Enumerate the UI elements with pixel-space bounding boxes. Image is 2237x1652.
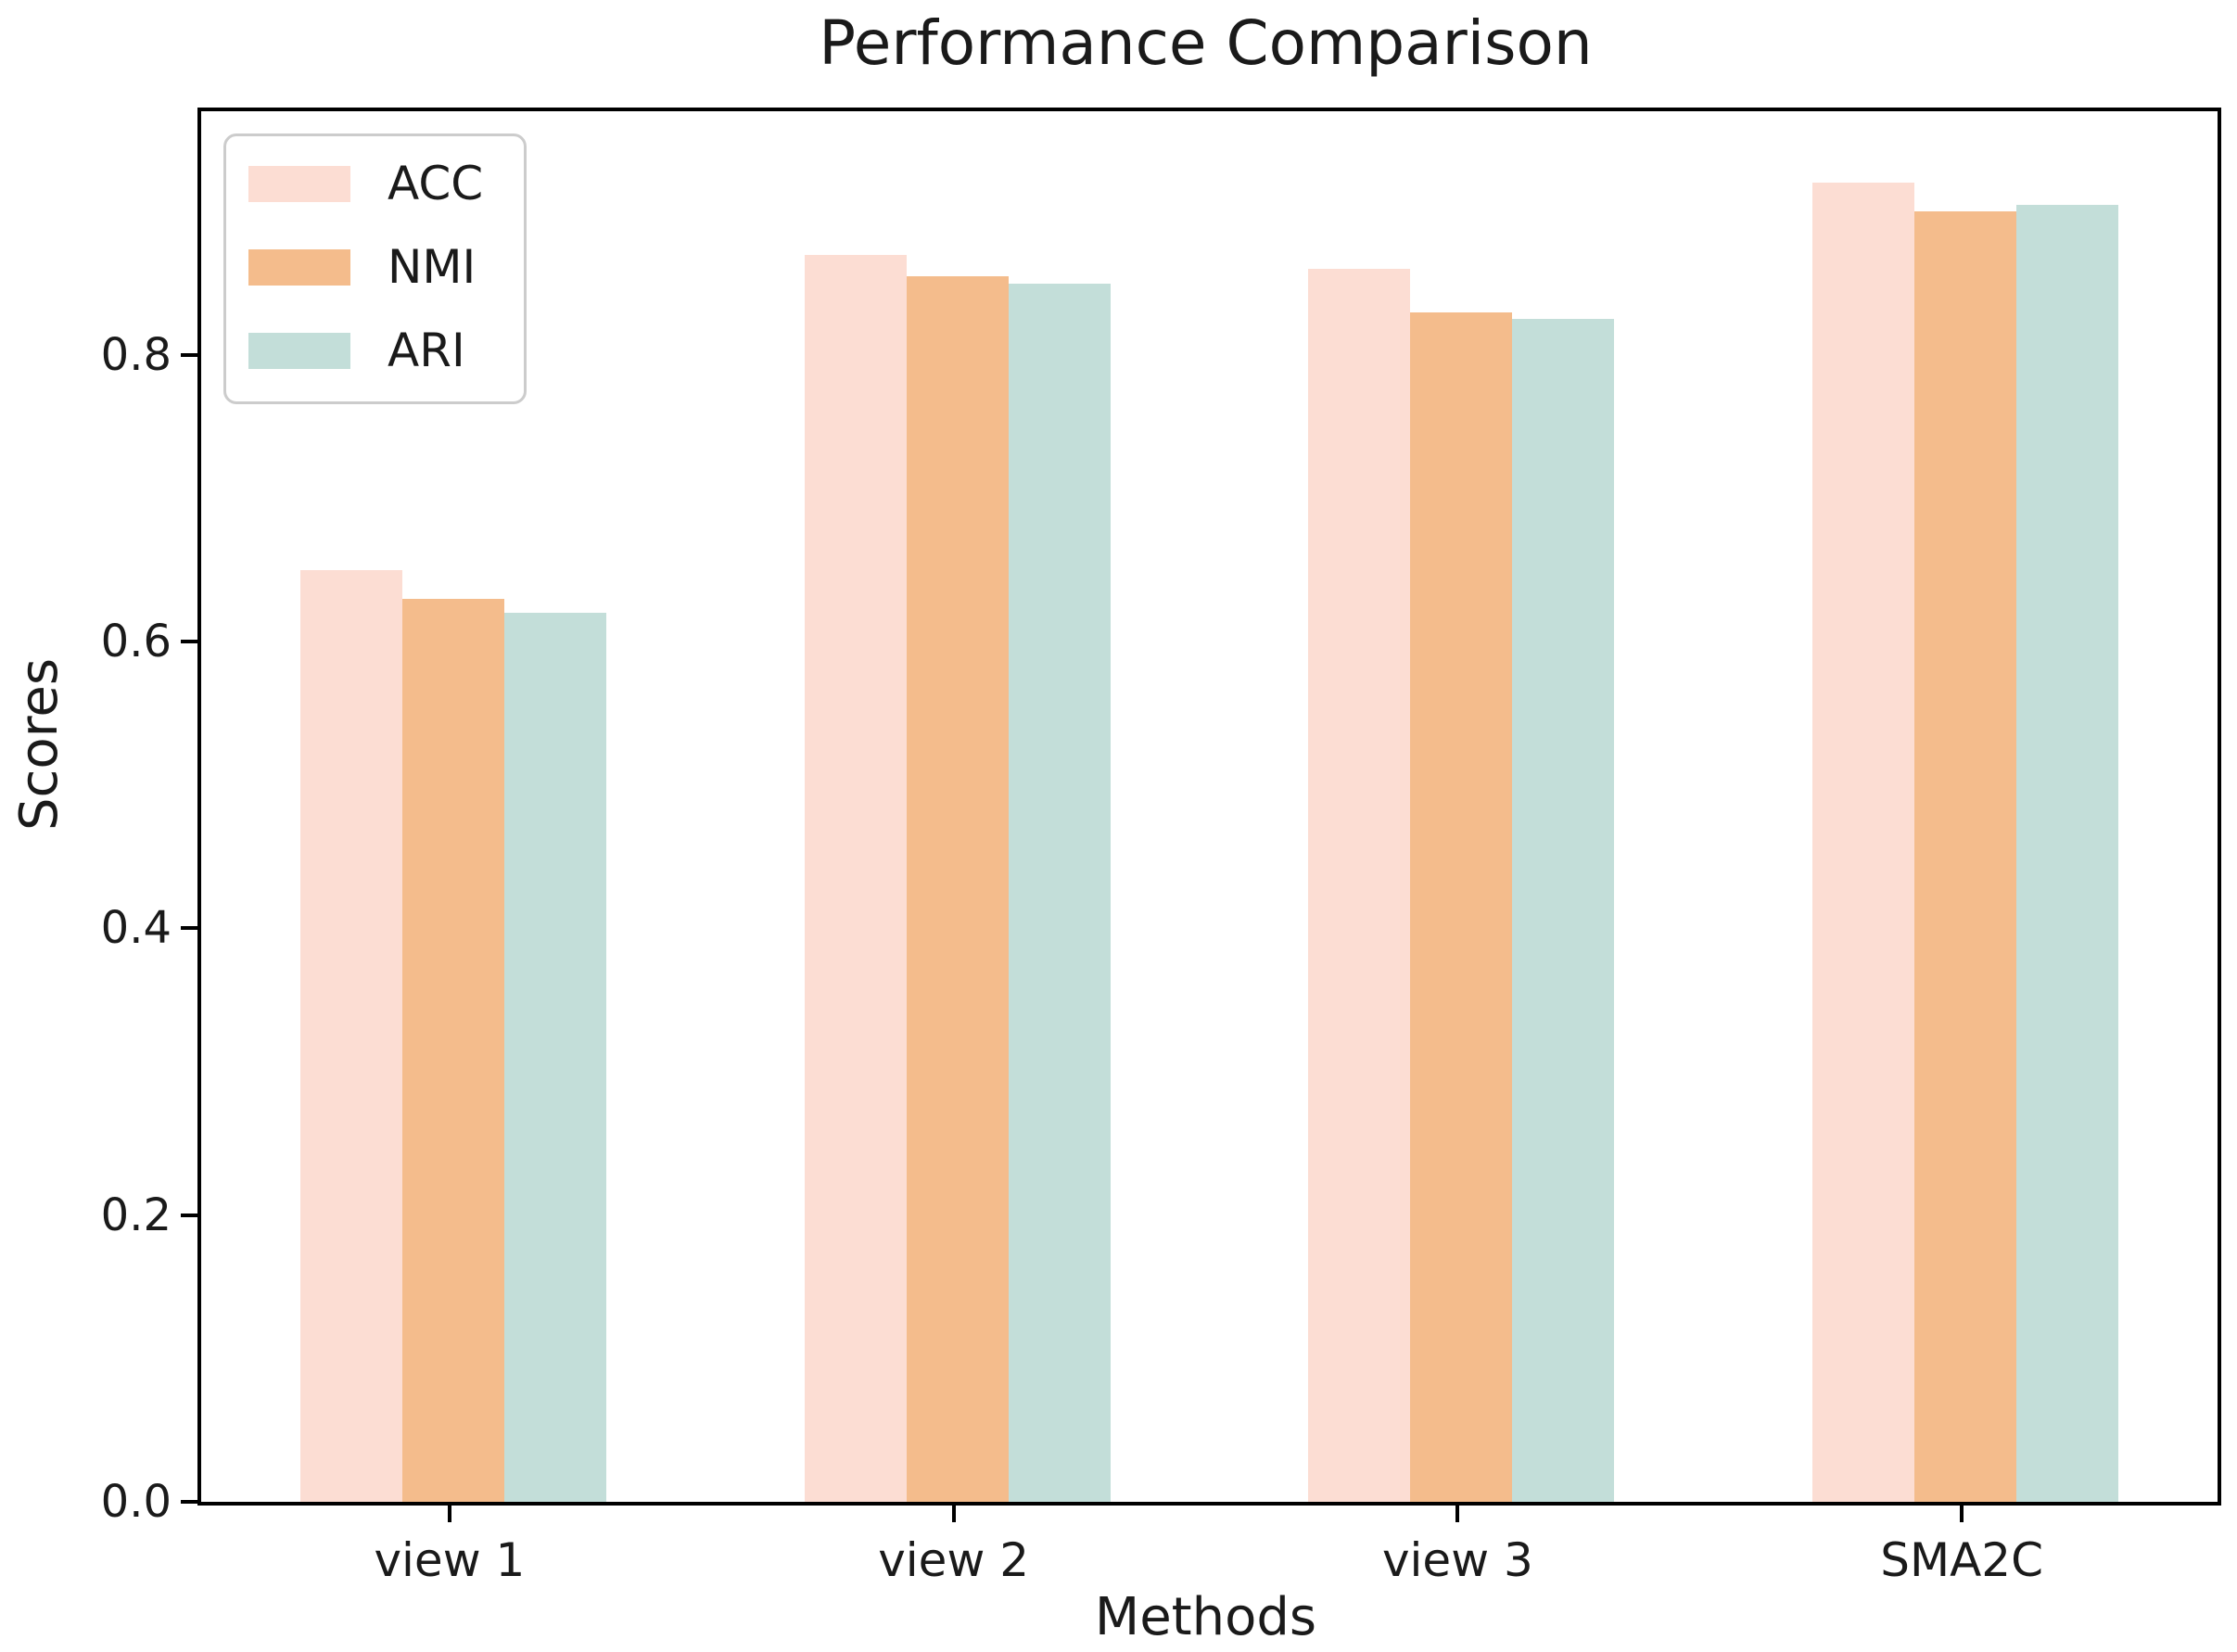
x-tick-mark [447, 1506, 451, 1522]
legend-swatch-nmi [248, 248, 350, 286]
x-tick-mark [1960, 1506, 1964, 1522]
legend-item-nmi: NMI [248, 244, 483, 290]
bar-ari-sma2c [2016, 204, 2119, 1502]
y-axis-label: Scores [9, 657, 70, 831]
x-tick-mark [951, 1506, 956, 1522]
bar-acc-view-3 [1308, 269, 1411, 1502]
legend-item-acc: ACC [248, 160, 483, 207]
bar-nmi-view-3 [1410, 311, 1513, 1502]
legend: ACC NMI ARI [223, 133, 527, 404]
y-tick-label: 0.4 [100, 902, 172, 955]
legend-swatch-ari [248, 332, 350, 369]
y-tick-mark [181, 1213, 197, 1217]
legend-label-ari: ARI [388, 324, 465, 377]
x-tick-label-sma2c: SMA2C [1880, 1533, 2044, 1587]
bar-ari-view-2 [1008, 283, 1111, 1502]
y-tick-label: 0.6 [100, 616, 172, 668]
legend-swatch-acc [248, 165, 350, 202]
y-tick-mark [181, 926, 197, 931]
y-tick-mark [181, 1500, 197, 1504]
bar-acc-sma2c [1812, 183, 1915, 1502]
bar-nmi-view-1 [401, 598, 504, 1502]
x-tick-label-view-2: view 2 [878, 1533, 1030, 1587]
plot-area: ACC NMI ARI [197, 108, 2221, 1506]
legend-label-nmi: NMI [388, 240, 477, 294]
chart-title: Performance Comparison [819, 7, 1593, 79]
legend-item-ari: ARI [248, 327, 483, 374]
y-tick-label: 0.0 [100, 1476, 172, 1528]
bar-acc-view-2 [804, 254, 907, 1502]
bar-nmi-view-2 [906, 275, 1009, 1502]
y-tick-mark [181, 352, 197, 357]
y-tick-label: 0.8 [100, 328, 172, 381]
legend-label-acc: ACC [388, 157, 484, 210]
bar-ari-view-3 [1512, 319, 1615, 1502]
y-tick-mark [181, 640, 197, 644]
x-axis-label: Methods [1094, 1587, 1317, 1647]
bar-nmi-sma2c [1914, 211, 2017, 1502]
y-tick-label: 0.2 [100, 1188, 172, 1241]
bar-ari-view-1 [503, 613, 606, 1502]
x-tick-label-view-3: view 3 [1381, 1533, 1533, 1587]
bar-acc-view-1 [299, 569, 402, 1502]
x-tick-mark [1455, 1506, 1460, 1522]
x-tick-label-view-1: view 1 [374, 1533, 526, 1587]
